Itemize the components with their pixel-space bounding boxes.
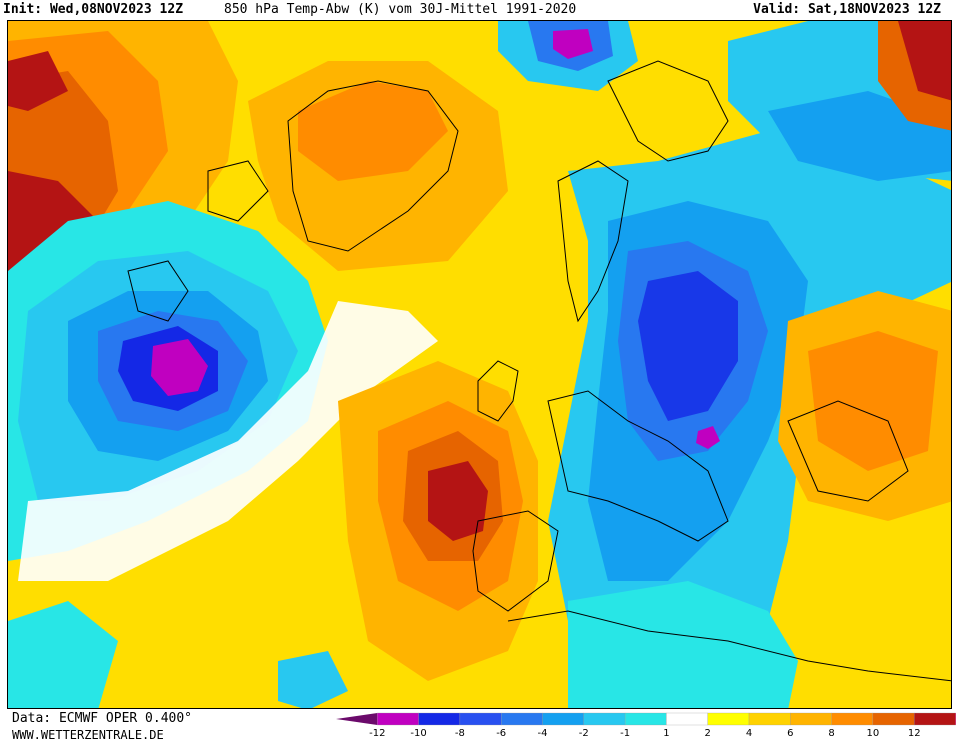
website-link[interactable]: WWW.WETTERZENTRALE.DE (12, 728, 164, 742)
legend-svg: -12 -10 -8 -6 -4 -2 -1 1 2 4 6 8 10 12 (336, 712, 959, 739)
legend-tick-label: -1 (620, 728, 630, 739)
init-value: Wed,08NOV2023 12Z (49, 2, 184, 17)
legend-tick-label: 10 (867, 728, 880, 739)
legend-tick-label: 8 (828, 728, 834, 739)
legend-tick-label: -12 (369, 728, 385, 739)
init-label: Init: (3, 2, 43, 17)
legend-color-box (542, 712, 584, 726)
legend-tick-label: -8 (455, 728, 465, 739)
parameter-title: 850 hPa Temp-Abw (K) vom 30J-Mittel 1991… (224, 2, 577, 17)
legend-color-box (872, 712, 915, 726)
legend-tick-label: 12 (908, 728, 921, 739)
legend-color-box (583, 712, 626, 726)
legend-tick-label: -6 (496, 728, 506, 739)
legend-arrow-left (336, 713, 378, 725)
legend-tick-label: 1 (663, 728, 669, 739)
data-source: Data: ECMWF OPER 0.400° (12, 711, 193, 726)
legend-tick-label: 2 (705, 728, 711, 739)
legend-color-box (624, 712, 667, 726)
legend-color-box (707, 712, 750, 726)
legend-color-box (914, 712, 956, 726)
map-canvas (8, 21, 951, 708)
coastlines (127, 60, 951, 682)
legend-color-box (459, 712, 502, 726)
legend-arrow-right (955, 713, 959, 725)
legend-tick-label: -4 (538, 728, 548, 739)
legend-color-box (666, 712, 708, 726)
legend-color-box (377, 712, 419, 726)
anomaly-map (7, 20, 952, 709)
legend-color-box (790, 712, 832, 726)
header-bar: Init: Wed,08NOV2023 12Z 850 hPa Temp-Abw… (0, 0, 959, 20)
legend-color-box (748, 712, 791, 726)
valid-text: Valid: Sat,18NOV2023 12Z (753, 0, 941, 20)
legend-color-box (418, 712, 461, 726)
legend-tick-label: -2 (579, 728, 589, 739)
valid-value: Sat,18NOV2023 12Z (807, 2, 941, 17)
legend-tick-label: 4 (746, 728, 752, 739)
legend-tick-label: 6 (787, 728, 793, 739)
legend-color-box (831, 712, 874, 726)
legend-color-box (501, 712, 543, 726)
color-legend: -12 -10 -8 -6 -4 -2 -1 1 2 4 6 8 10 12 (336, 711, 959, 739)
valid-label: Valid: (753, 2, 801, 17)
init-text: Init: Wed,08NOV2023 12Z (3, 0, 183, 20)
legend-tick-label: -10 (410, 728, 426, 739)
